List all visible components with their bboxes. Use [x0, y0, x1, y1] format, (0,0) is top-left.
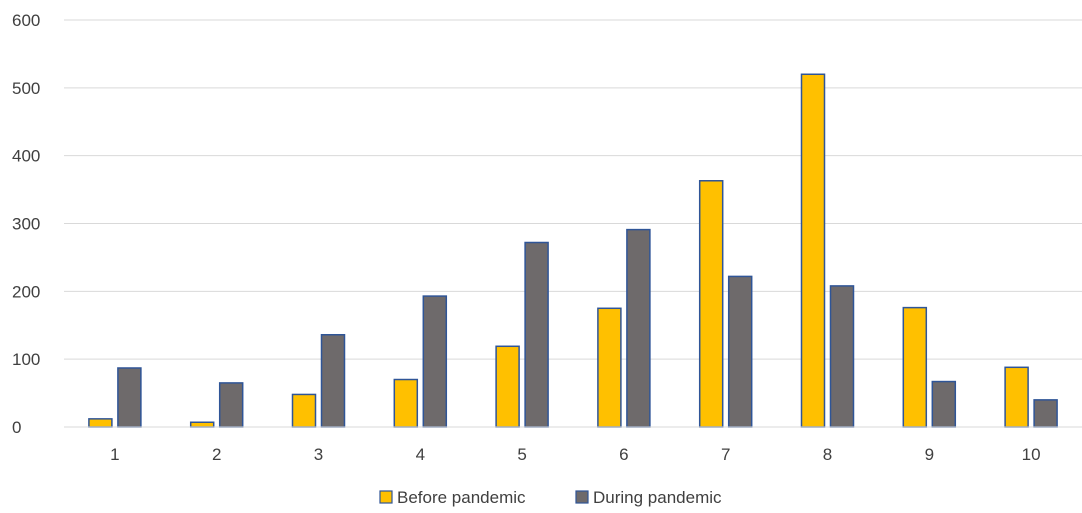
bar-during-9: [931, 380, 957, 428]
bar-before-4: [393, 378, 419, 428]
x-tick-label: 3: [314, 445, 323, 464]
bar-before-7: [698, 180, 724, 428]
bar-during-1: [117, 367, 142, 428]
y-tick-label: 500: [12, 79, 40, 98]
legend: Before pandemic During pandemic: [379, 488, 722, 507]
y-tick-label: 300: [12, 215, 40, 234]
y-axis-tick-labels: 0 100 200 300 400 500 600: [12, 11, 40, 437]
bar-before-6: [597, 307, 622, 428]
bar-before-10: [1004, 366, 1029, 428]
bar-during-10: [1033, 399, 1058, 428]
x-tick-label: 10: [1022, 445, 1041, 464]
bar-during-6: [626, 228, 651, 428]
y-tick-label: 200: [12, 282, 40, 301]
y-tick-label: 400: [12, 147, 40, 166]
bar-before-3: [291, 393, 317, 428]
y-tick-label: 600: [12, 11, 40, 30]
bar-before-9: [902, 306, 928, 428]
x-tick-label: 2: [212, 445, 221, 464]
bar-before-8: [800, 73, 826, 428]
y-tick-label: 0: [12, 418, 21, 437]
x-axis-tick-labels: 1 2 3 4 5 6 7 8 9 10: [110, 445, 1040, 464]
bar-during-7: [727, 275, 753, 428]
legend-swatch: [575, 490, 589, 504]
y-tick-label: 100: [12, 350, 40, 369]
bar-before-1: [88, 418, 113, 428]
bar-during-4: [422, 295, 448, 428]
bar-during-5: [524, 241, 549, 428]
x-tick-label: 5: [517, 445, 526, 464]
bar-during-2: [218, 382, 244, 428]
bar-before-5: [495, 345, 520, 428]
x-tick-label: 7: [721, 445, 730, 464]
x-tick-label: 9: [925, 445, 934, 464]
x-tick-label: 6: [619, 445, 628, 464]
bar-during-8: [829, 285, 855, 428]
bar-before-2: [189, 421, 215, 428]
bar-during-3: [320, 333, 346, 428]
gridlines: [64, 19, 1082, 360]
legend-label: Before pandemic: [397, 488, 526, 507]
x-tick-label: 4: [416, 445, 425, 464]
legend-swatch: [379, 490, 393, 504]
bars: [88, 73, 1058, 428]
x-tick-label: 8: [823, 445, 832, 464]
x-tick-label: 1: [110, 445, 119, 464]
legend-label: During pandemic: [593, 488, 722, 507]
